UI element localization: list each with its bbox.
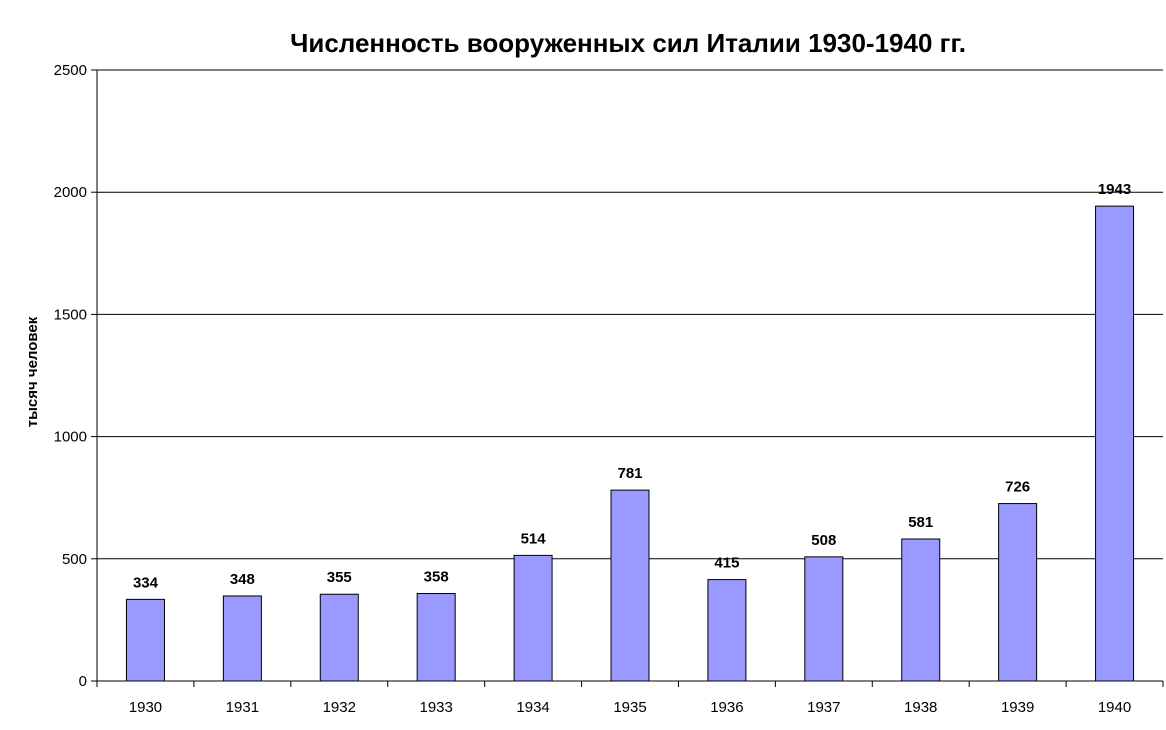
- data-label-1937: 508: [811, 532, 836, 549]
- chart-title: Численность вооруженных сил Италии 1930-…: [290, 28, 966, 58]
- bar-1940: [1095, 205, 1135, 682]
- x-tick-label-1939: 1939: [1001, 699, 1034, 716]
- x-tick-label-1932: 1932: [323, 699, 356, 716]
- bar-layer: [125, 205, 1135, 682]
- data-label-1938: 581: [908, 514, 933, 531]
- x-tick-label-1938: 1938: [904, 699, 937, 716]
- data-label-1930: 334: [133, 574, 159, 591]
- x-tick-label-1934: 1934: [516, 699, 549, 716]
- x-tick-label-1931: 1931: [226, 699, 259, 716]
- x-tick-label-1930: 1930: [129, 699, 162, 716]
- data-label-1939: 726: [1005, 479, 1030, 496]
- bar-1934: [513, 554, 553, 682]
- x-tick-label-1933: 1933: [419, 699, 452, 716]
- y-tick-label: 500: [62, 551, 87, 568]
- label-layer: 0 500 1000 1500 2000 2500 334 1930 348 1931 355 193…: [54, 62, 1132, 716]
- bar-1932: [319, 593, 359, 682]
- data-label-1933: 358: [424, 569, 449, 586]
- x-tick-label-1936: 1936: [710, 699, 743, 716]
- bar-1936: [707, 579, 747, 682]
- y-axis-label: тысяч человек: [24, 316, 41, 427]
- x-tick-label-1937: 1937: [807, 699, 840, 716]
- x-tick-label-1940: 1940: [1098, 699, 1131, 716]
- bar-1930: [125, 598, 165, 682]
- bar-1931: [222, 595, 262, 682]
- data-label-1935: 781: [617, 465, 642, 482]
- bar-1935: [610, 489, 650, 682]
- y-tick-label: 1500: [54, 306, 87, 323]
- x-tick-label-1935: 1935: [613, 699, 646, 716]
- y-tick-label: 1000: [54, 429, 87, 446]
- y-tick-label: 0: [79, 673, 87, 690]
- bar-1933: [416, 593, 456, 682]
- data-label-1931: 348: [230, 571, 255, 588]
- data-label-1936: 415: [714, 555, 739, 572]
- axis-layer: [91, 69, 1164, 687]
- data-label-1932: 355: [327, 569, 352, 586]
- bar-1937: [804, 556, 844, 682]
- y-tick-label: 2500: [54, 62, 87, 79]
- bar-1939: [998, 503, 1038, 682]
- grid-layer: [97, 69, 1163, 560]
- data-label-1934: 514: [521, 530, 547, 547]
- data-label-1940: 1943: [1098, 181, 1131, 198]
- bar-1938: [901, 538, 941, 682]
- y-tick-label: 2000: [54, 184, 87, 201]
